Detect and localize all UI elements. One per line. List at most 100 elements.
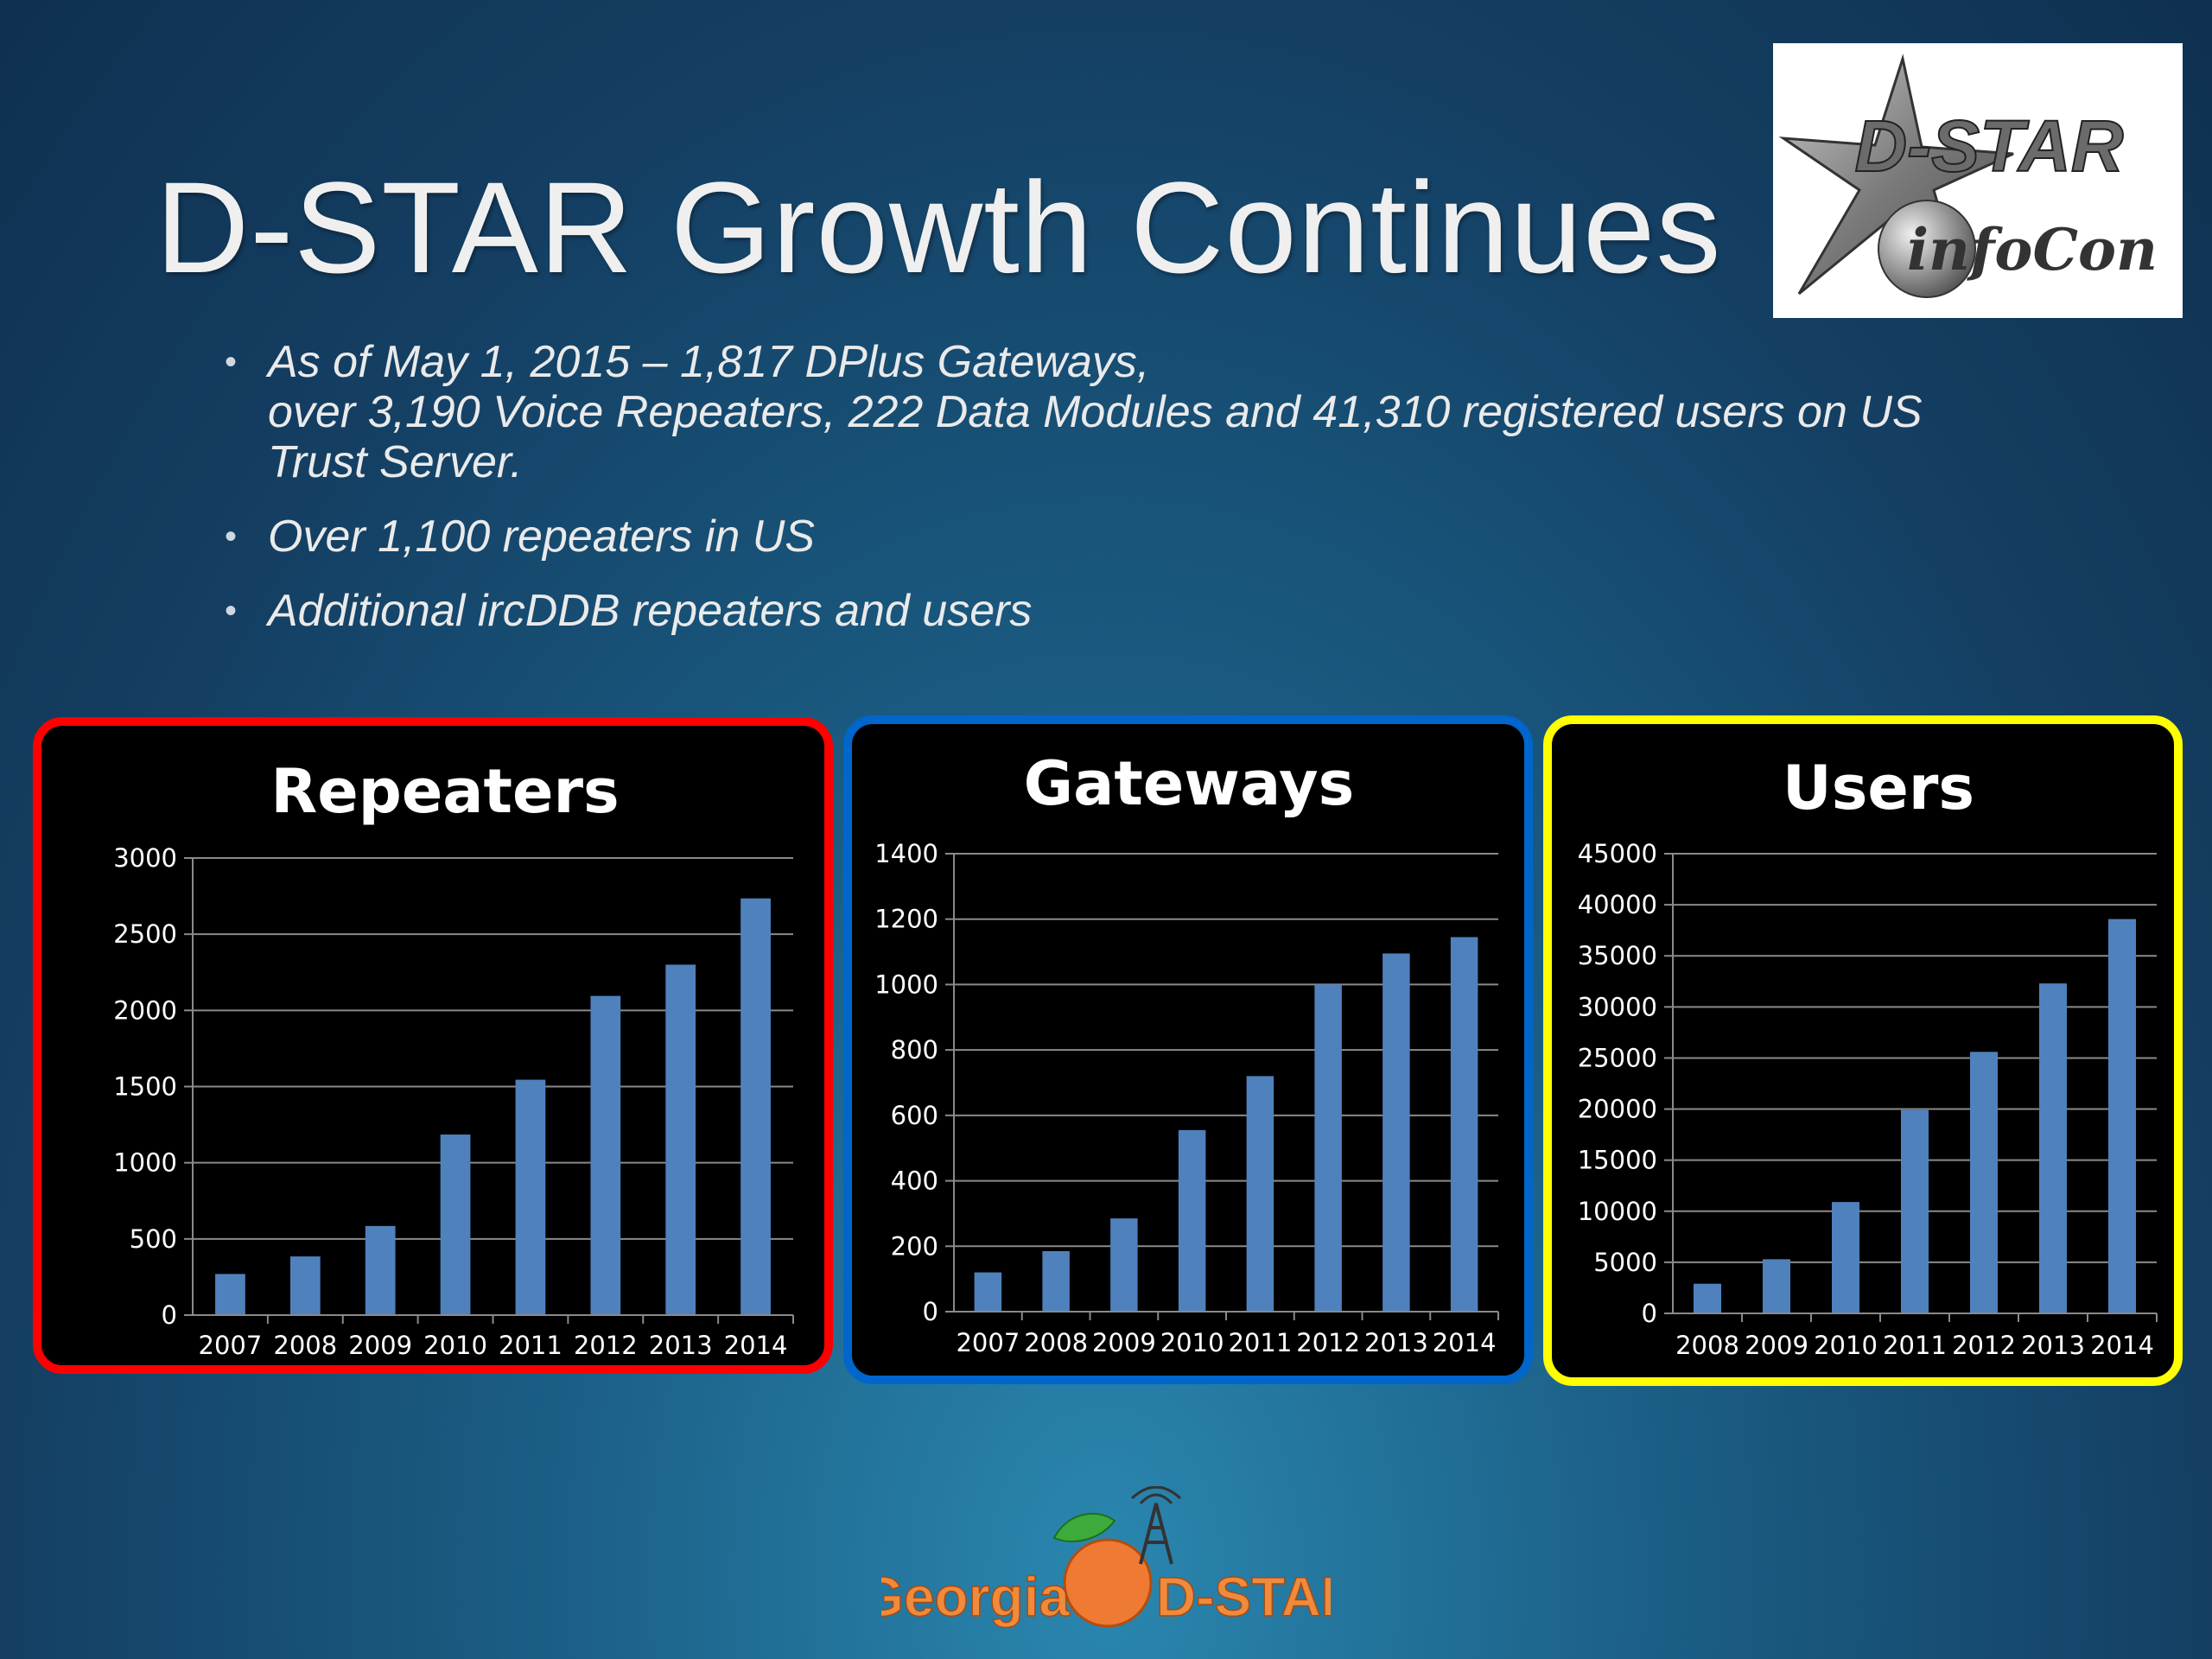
x-tick-label: 2010 (1160, 1328, 1224, 1357)
y-tick-label: 200 (891, 1231, 938, 1261)
y-tick-label: 500 (130, 1224, 177, 1254)
bar (1178, 1129, 1206, 1312)
bar (974, 1272, 1002, 1312)
x-tick-label: 2014 (724, 1331, 788, 1360)
bullet-item: • As of May 1, 2015 – 1,817 DPlus Gateway… (225, 337, 2082, 487)
footer-dstar: D-STAR (1156, 1566, 1331, 1628)
users-chart: Users 0 5000 10000 15000 20000 25000 30000 35000… (1578, 753, 2158, 1360)
y-tick-label: 15000 (1578, 1146, 1657, 1175)
bullet-text: Additional ircDDB repeaters and users (268, 586, 1033, 636)
bar (1042, 1250, 1070, 1312)
bar (1314, 984, 1342, 1312)
slide-title: D-STAR Growth Continues (156, 155, 1722, 300)
bar (1382, 953, 1410, 1312)
bullet-text: over 3,190 Voice Repeaters, 222 Data Mod… (268, 387, 1923, 437)
x-tick-label: 2007 (199, 1331, 263, 1360)
y-tick-label: 2000 (113, 995, 177, 1025)
y-tick-label: 45000 (1578, 839, 1657, 868)
georgia-dstar-logo: Georgia D-STAR (860, 1485, 1362, 1642)
bullet-dot: • (225, 592, 238, 630)
x-tick-label: 2013 (2021, 1331, 2085, 1360)
x-tick-label: 2014 (1433, 1328, 1497, 1357)
bar (2039, 983, 2067, 1313)
bullet-text: Over 1,100 repeaters in US (268, 512, 815, 562)
chart-title: Repeaters (270, 756, 619, 827)
logo-line1: D-STAR (1854, 105, 2123, 187)
x-tick-label: 2010 (423, 1331, 487, 1360)
y-tick-label: 40000 (1578, 890, 1657, 919)
x-tick-label: 2008 (1024, 1328, 1088, 1357)
footer-georgia: Georgia (881, 1566, 1070, 1628)
bar (590, 995, 621, 1315)
bullet-item: • Additional ircDDB repeaters and users (225, 586, 2082, 636)
peach-icon (1063, 1538, 1153, 1628)
repeaters-chart-panel: Repeaters 0 500 1000 1500 2000 2500 3000 2007 200… (33, 717, 833, 1374)
y-tick-label: 35000 (1578, 941, 1657, 970)
bar (1110, 1218, 1138, 1312)
bar (741, 898, 771, 1315)
bar (2108, 918, 2136, 1313)
leaf-icon (1052, 1512, 1116, 1542)
y-tick-label: 1000 (874, 969, 938, 999)
x-tick-label: 2008 (1675, 1331, 1739, 1360)
bullet-dot: • (225, 518, 238, 556)
bar (665, 964, 696, 1315)
tower-icon (1139, 1503, 1173, 1565)
y-tick-label: 20000 (1578, 1095, 1657, 1124)
y-tick-label: 800 (891, 1035, 938, 1065)
y-tick-label: 2500 (113, 919, 177, 949)
chart-title: Users (1783, 753, 1974, 823)
y-tick-label: 10000 (1578, 1197, 1657, 1226)
x-tick-label: 2011 (1228, 1328, 1292, 1357)
x-tick-label: 2011 (1883, 1331, 1947, 1360)
dstar-infocon-logo: D-STAR infoCon (1773, 43, 2183, 318)
chart-title: Gateways (1024, 748, 1355, 819)
bar (1970, 1052, 1998, 1313)
bullet-dot: • (225, 343, 238, 381)
gateways-chart-panel: Gateways 0 200 400 600 800 1000 1200 1400 2007 200… (843, 715, 1533, 1384)
x-tick-label: 2009 (348, 1331, 412, 1360)
x-tick-label: 2009 (1092, 1328, 1156, 1357)
bar (365, 1225, 396, 1315)
y-tick-label: 5000 (1593, 1248, 1657, 1277)
bar (1763, 1259, 1790, 1313)
bar (1246, 1076, 1274, 1312)
y-tick-label: 25000 (1578, 1043, 1657, 1072)
y-tick-label: 1000 (113, 1148, 177, 1178)
bullet-item: • Over 1,100 repeaters in US (225, 512, 2082, 562)
bullet-text: As of May 1, 2015 – 1,817 DPlus Gateways… (268, 337, 1150, 387)
y-tick-label: 1500 (113, 1072, 177, 1102)
x-tick-label: 2012 (1296, 1328, 1360, 1357)
y-tick-label: 3000 (113, 843, 177, 873)
y-tick-label: 400 (891, 1166, 938, 1196)
bar (1901, 1109, 1929, 1313)
bar (515, 1079, 546, 1315)
y-tick-label: 30000 (1578, 992, 1657, 1021)
y-tick-label: 1200 (874, 905, 938, 934)
bar (1450, 937, 1478, 1312)
x-tick-label: 2013 (649, 1331, 713, 1360)
x-tick-label: 2011 (499, 1331, 563, 1360)
y-tick-label: 0 (923, 1297, 938, 1326)
x-tick-label: 2007 (956, 1328, 1020, 1357)
y-tick-label: 0 (162, 1300, 177, 1330)
y-tick-label: 0 (1642, 1299, 1657, 1328)
x-tick-label: 2012 (1952, 1331, 2016, 1360)
logo-line2: infoCon (1907, 216, 2158, 283)
users-chart-panel: Users 0 5000 10000 15000 20000 25000 30000 35000… (1543, 715, 2183, 1386)
bullet-text: Trust Server. (268, 437, 523, 487)
x-tick-label: 2012 (574, 1331, 638, 1360)
x-tick-label: 2010 (1814, 1331, 1878, 1360)
bar (1832, 1202, 1859, 1313)
y-tick-label: 1400 (874, 839, 938, 868)
bar (215, 1274, 245, 1315)
bar (289, 1256, 321, 1315)
repeaters-chart: Repeaters 0 500 1000 1500 2000 2500 3000 2007 200… (113, 756, 794, 1360)
logo-ball-icon (1878, 200, 1976, 298)
x-tick-label: 2009 (1745, 1331, 1808, 1360)
bar (440, 1135, 471, 1315)
bar (1694, 1283, 1721, 1313)
x-tick-label: 2014 (2090, 1331, 2154, 1360)
x-tick-label: 2008 (273, 1331, 337, 1360)
